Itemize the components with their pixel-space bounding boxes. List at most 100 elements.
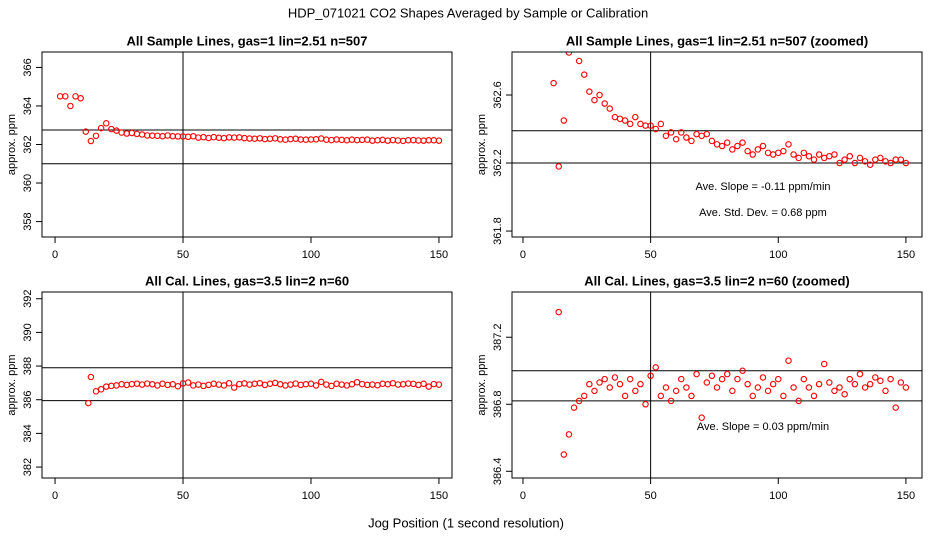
y-tick-label: 364	[22, 97, 34, 115]
point	[744, 380, 751, 388]
point	[637, 380, 644, 388]
point	[128, 129, 136, 137]
point	[102, 120, 110, 127]
point	[642, 401, 649, 408]
point	[230, 384, 238, 391]
x-tick-label: 100	[769, 249, 787, 261]
point	[754, 384, 762, 391]
point	[667, 397, 675, 405]
y-axis-label: approx. ppm	[6, 354, 18, 415]
point	[586, 380, 593, 388]
plot-frame	[511, 51, 923, 238]
point	[902, 384, 910, 391]
point	[261, 381, 269, 389]
point	[328, 136, 335, 144]
point	[805, 152, 813, 160]
point	[302, 380, 310, 388]
point	[586, 88, 593, 95]
point	[672, 387, 680, 395]
point	[657, 392, 665, 400]
point	[621, 392, 629, 400]
point	[780, 392, 787, 400]
point	[159, 380, 166, 387]
point	[897, 156, 905, 163]
point	[108, 382, 115, 390]
point	[892, 404, 899, 411]
point	[897, 379, 905, 386]
y-axis-label: approx. ppm	[476, 114, 488, 175]
point	[688, 392, 695, 400]
point	[123, 381, 130, 389]
annotation: Ave. Slope = 0.03 ppm/min	[697, 421, 829, 433]
point	[749, 392, 756, 400]
point	[225, 379, 233, 387]
point	[708, 372, 716, 380]
point	[683, 384, 690, 391]
point	[236, 380, 243, 388]
point	[420, 380, 427, 387]
y-tick-label: 362.6	[492, 81, 504, 109]
point	[220, 382, 228, 389]
point	[118, 129, 125, 136]
y-tick-label: 390	[22, 323, 34, 341]
point	[159, 132, 166, 140]
x-tick-label: 100	[769, 490, 787, 502]
point	[241, 134, 248, 142]
point	[861, 158, 869, 165]
point	[205, 134, 212, 142]
point	[118, 380, 125, 388]
panel-title: All Sample Lines, gas=1 lin=2.51 n=507	[127, 33, 368, 48]
point	[338, 136, 345, 144]
point	[184, 379, 192, 386]
plot-area	[42, 52, 452, 237]
point	[810, 392, 818, 400]
point	[565, 431, 573, 438]
point	[555, 308, 562, 316]
point	[688, 137, 695, 145]
x-tick-label: 150	[897, 249, 915, 261]
point	[164, 132, 171, 139]
point	[591, 96, 598, 104]
point	[256, 135, 264, 142]
point	[759, 142, 767, 150]
point	[596, 91, 603, 99]
x-tick-label: 50	[177, 490, 189, 502]
point	[831, 151, 838, 158]
point	[261, 135, 269, 143]
point	[611, 374, 619, 381]
point	[384, 137, 392, 144]
point	[759, 374, 767, 381]
point	[729, 146, 736, 153]
point	[616, 380, 624, 388]
plot-frame	[41, 51, 453, 238]
point	[113, 382, 120, 389]
point	[184, 133, 192, 141]
annotation: Ave. Slope = -0.11 ppm/min	[695, 181, 830, 193]
point	[565, 52, 573, 56]
point	[851, 380, 859, 388]
y-tick-label: 388	[22, 357, 34, 375]
point	[866, 380, 874, 388]
point	[601, 100, 608, 107]
point	[708, 137, 716, 145]
point	[287, 135, 294, 143]
point	[693, 370, 700, 378]
point	[85, 399, 92, 407]
point	[62, 93, 69, 100]
point	[856, 370, 864, 378]
point	[872, 374, 879, 381]
point	[164, 381, 171, 389]
point	[601, 375, 608, 383]
point	[435, 381, 443, 388]
point	[87, 137, 95, 145]
point	[580, 71, 588, 78]
point	[866, 161, 874, 168]
point	[210, 380, 217, 387]
point	[200, 382, 207, 390]
point	[317, 135, 325, 142]
point	[739, 367, 746, 375]
plot-area	[42, 292, 452, 478]
point	[251, 380, 258, 387]
point	[570, 404, 578, 411]
point	[210, 133, 217, 141]
